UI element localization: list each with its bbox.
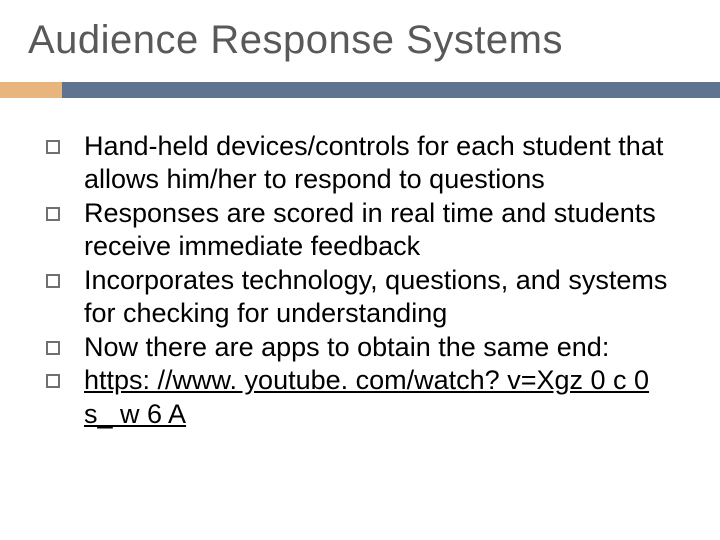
list-item-text: Hand-held devices/controls for each stud…	[84, 130, 680, 197]
square-bullet-icon	[46, 140, 60, 154]
accent-bar-right	[62, 82, 720, 98]
list-item: Now there are apps to obtain the same en…	[46, 331, 680, 364]
list-item-text: Now there are apps to obtain the same en…	[84, 331, 609, 364]
youtube-link[interactable]: https: //www. youtube. com/watch? v=Xgz …	[84, 364, 680, 431]
bullet-list: Hand-held devices/controls for each stud…	[46, 130, 680, 431]
list-item: Hand-held devices/controls for each stud…	[46, 130, 680, 197]
square-bullet-icon	[46, 341, 60, 355]
list-item-text: Responses are scored in real time and st…	[84, 197, 680, 264]
list-item: https: //www. youtube. com/watch? v=Xgz …	[46, 364, 680, 431]
square-bullet-icon	[46, 274, 60, 288]
slide-title: Audience Response Systems	[28, 18, 563, 63]
list-item: Responses are scored in real time and st…	[46, 197, 680, 264]
list-item-text: Incorporates technology, questions, and …	[84, 264, 680, 331]
list-item: Incorporates technology, questions, and …	[46, 264, 680, 331]
accent-bar-left	[0, 82, 62, 98]
square-bullet-icon	[46, 207, 60, 221]
accent-bar	[0, 82, 720, 98]
slide: Audience Response Systems Hand-held devi…	[0, 0, 720, 540]
square-bullet-icon	[46, 374, 60, 388]
